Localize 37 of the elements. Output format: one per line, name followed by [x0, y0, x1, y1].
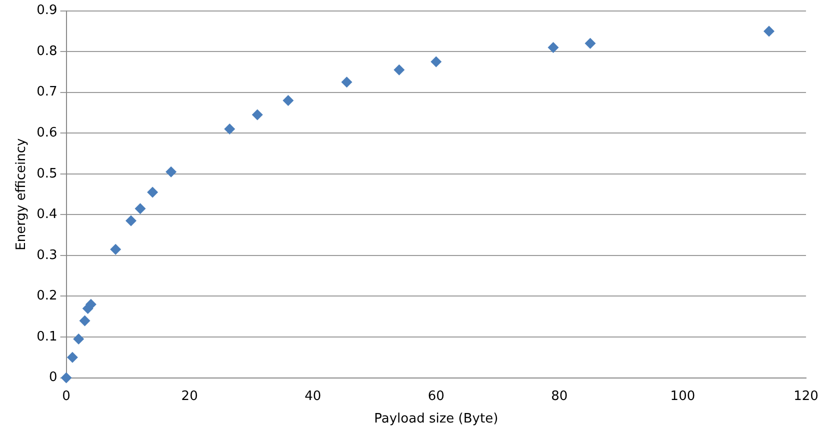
point	[584, 38, 596, 49]
point	[79, 315, 90, 326]
x-axis-title: Payload size (Byte)	[374, 412, 498, 427]
point	[110, 244, 122, 255]
y-tick-label: 0.7	[36, 84, 58, 100]
y-tick-label: 0.8	[36, 44, 58, 59]
point	[126, 215, 136, 226]
x-tick-label: 60	[428, 388, 444, 404]
y-axis-title: Energy efficeincy	[14, 138, 30, 250]
x-tick-label: 0	[62, 388, 70, 404]
point	[252, 109, 263, 120]
point	[394, 64, 405, 76]
point	[166, 166, 177, 178]
y-tick-label: 0.5	[36, 166, 58, 182]
y-tick-label: 0	[48, 370, 58, 386]
x-tick-label: 120	[794, 388, 818, 404]
point	[764, 26, 775, 37]
x-tick-label: 20	[181, 388, 198, 404]
point	[147, 186, 158, 198]
y-tick-label: 0.6	[36, 126, 58, 141]
point	[60, 372, 72, 384]
point	[430, 56, 442, 68]
y-tick-label: 0.4	[36, 207, 58, 222]
y-tick-label: 0.9	[36, 3, 58, 18]
x-tick-label: 100	[670, 388, 696, 404]
point	[73, 334, 84, 345]
y-tick-label: 0.2	[36, 288, 58, 304]
point	[341, 76, 352, 88]
point	[282, 95, 294, 106]
point	[66, 352, 78, 363]
x-tick-label: 40	[304, 388, 322, 404]
point	[224, 124, 236, 135]
point	[548, 42, 559, 53]
y-tick-label: 0.3	[36, 248, 58, 263]
point	[134, 203, 146, 214]
x-tick-label: 80	[551, 388, 568, 404]
y-tick-label: 0.1	[36, 329, 58, 344]
